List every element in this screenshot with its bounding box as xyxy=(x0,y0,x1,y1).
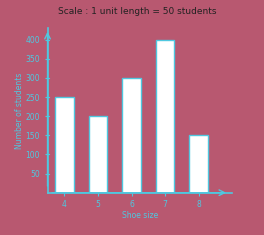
Bar xyxy=(122,78,141,193)
X-axis label: Shoe size: Shoe size xyxy=(122,211,158,220)
Text: Scale : 1 unit length = 50 students: Scale : 1 unit length = 50 students xyxy=(58,7,216,16)
Y-axis label: Number of students: Number of students xyxy=(15,72,24,149)
Bar xyxy=(156,40,174,193)
Bar xyxy=(89,116,107,193)
Bar xyxy=(190,135,208,193)
Bar xyxy=(55,97,74,193)
